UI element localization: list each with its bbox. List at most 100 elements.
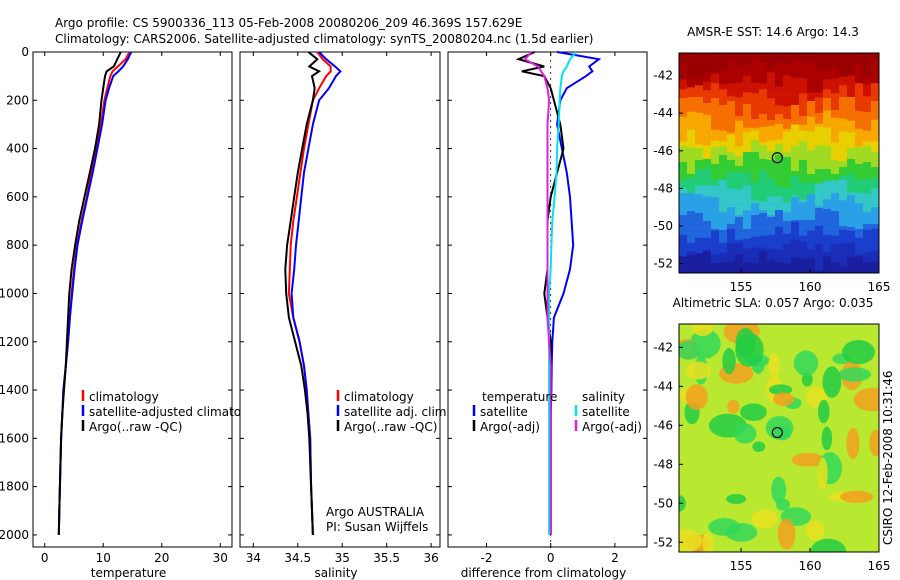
sla-blob bbox=[752, 441, 766, 452]
sst-cell bbox=[703, 149, 711, 162]
sst-cell bbox=[855, 63, 863, 68]
temperature-panel: 0 200 400 600 800 1000 1200 1400 1600 1800 2000 0 10… bbox=[0, 45, 267, 580]
sst-cell bbox=[823, 231, 831, 235]
sst-cell bbox=[847, 120, 855, 123]
legend-label: climatology bbox=[89, 390, 159, 404]
sst-cell bbox=[711, 135, 719, 141]
sst-cell bbox=[719, 176, 727, 179]
sst-cell bbox=[871, 83, 879, 96]
sst-cell bbox=[735, 231, 743, 240]
sst-cell bbox=[751, 121, 759, 128]
sst-cell bbox=[759, 245, 767, 248]
sst-cell bbox=[687, 176, 695, 178]
sst-cell bbox=[799, 141, 807, 151]
sst-cell bbox=[775, 108, 783, 114]
sst-cell bbox=[735, 242, 743, 247]
sst-cell bbox=[727, 188, 735, 192]
sst-cell bbox=[751, 231, 759, 237]
sst-cell bbox=[703, 196, 711, 206]
sst-cell bbox=[791, 175, 799, 178]
sst-cell bbox=[687, 245, 695, 252]
sst-cell bbox=[823, 245, 831, 252]
sst-cell bbox=[703, 103, 711, 109]
sst-cell bbox=[791, 94, 799, 107]
sst-cell bbox=[711, 176, 719, 180]
sst-cell bbox=[735, 254, 743, 261]
y-tick-label: -50 bbox=[653, 496, 673, 510]
sst-cell bbox=[863, 176, 871, 179]
sst-cell bbox=[719, 105, 727, 109]
x-tick-label: 160 bbox=[799, 559, 822, 573]
salinity-panel: 34 34.5 35 35.5 36 salinity climatologysatelli… bbox=[239, 51, 450, 580]
sst-cell bbox=[767, 245, 775, 249]
sst-cell bbox=[759, 145, 767, 151]
sst-cell bbox=[751, 203, 759, 206]
sst-cell bbox=[775, 94, 783, 106]
sst-cell bbox=[823, 79, 831, 82]
sst-cell bbox=[735, 217, 743, 219]
sst-cell bbox=[759, 108, 767, 114]
sst-cell bbox=[783, 157, 791, 164]
sst-cell bbox=[679, 245, 687, 258]
sst-cell bbox=[695, 112, 703, 123]
y-tick-label: 800 bbox=[6, 238, 29, 252]
series-line-2 bbox=[548, 51, 578, 535]
sst-cell bbox=[775, 155, 783, 164]
sst-cell bbox=[783, 204, 791, 213]
sst-cell bbox=[863, 204, 871, 213]
sst-cell bbox=[775, 245, 783, 250]
sst-cell bbox=[687, 66, 695, 79]
sst-cell bbox=[775, 226, 783, 233]
sst-cell bbox=[727, 60, 735, 68]
sst-cell bbox=[863, 94, 871, 97]
sst-cell bbox=[791, 218, 799, 220]
sst-cell bbox=[783, 131, 791, 137]
sst-cell bbox=[679, 64, 687, 68]
sst-map-panel: AMSR-E SST: 14.6 Argo: 14.3 155 160 165 -42 -… bbox=[653, 25, 890, 294]
y-tick-label: 1000 bbox=[0, 286, 29, 300]
sst-cell bbox=[743, 132, 751, 137]
x-tick-label: 2 bbox=[611, 551, 619, 565]
sst-cell bbox=[751, 215, 759, 219]
sst-cell bbox=[719, 89, 727, 96]
sst-cell bbox=[815, 94, 823, 98]
sla-blob bbox=[793, 350, 819, 376]
sst-cell bbox=[855, 163, 863, 164]
sst-band bbox=[679, 231, 879, 247]
sst-cell bbox=[719, 135, 727, 142]
sst-cell bbox=[703, 218, 711, 221]
sst-cell bbox=[751, 152, 759, 164]
sla-blob bbox=[801, 372, 813, 387]
y-tick-label: -44 bbox=[653, 379, 673, 393]
x-tick-label: 30 bbox=[213, 551, 228, 565]
sst-cell bbox=[719, 121, 727, 131]
sla-blob bbox=[775, 498, 790, 511]
plot-frame bbox=[32, 51, 233, 548]
sst-cell bbox=[767, 160, 775, 164]
series-line-2 bbox=[284, 51, 322, 535]
y-tick-label: -52 bbox=[653, 535, 673, 549]
y-tick-label: 1200 bbox=[0, 335, 29, 349]
x-tick-label: 35 bbox=[335, 551, 350, 565]
y-tick-label: -48 bbox=[653, 181, 673, 195]
sst-cell bbox=[727, 80, 735, 84]
sla-blob bbox=[817, 457, 828, 490]
sst-cell bbox=[807, 230, 815, 233]
sla-blob bbox=[791, 452, 825, 467]
sst-cell bbox=[759, 80, 767, 84]
sst-cell bbox=[695, 169, 703, 178]
sst-cell bbox=[839, 97, 847, 109]
sla-blob bbox=[777, 518, 796, 550]
sst-cell bbox=[839, 131, 847, 137]
sst-cell bbox=[719, 146, 727, 151]
map-frame bbox=[678, 323, 880, 553]
sst-cell bbox=[767, 149, 775, 152]
sst-cell bbox=[823, 163, 831, 169]
sst-cell bbox=[759, 121, 767, 127]
sst-cell bbox=[823, 127, 831, 137]
sst-cell bbox=[839, 85, 847, 96]
sst-cell bbox=[679, 231, 687, 235]
sst-cell bbox=[679, 89, 687, 96]
sst-cell bbox=[703, 114, 711, 123]
sst-cell bbox=[871, 245, 879, 251]
